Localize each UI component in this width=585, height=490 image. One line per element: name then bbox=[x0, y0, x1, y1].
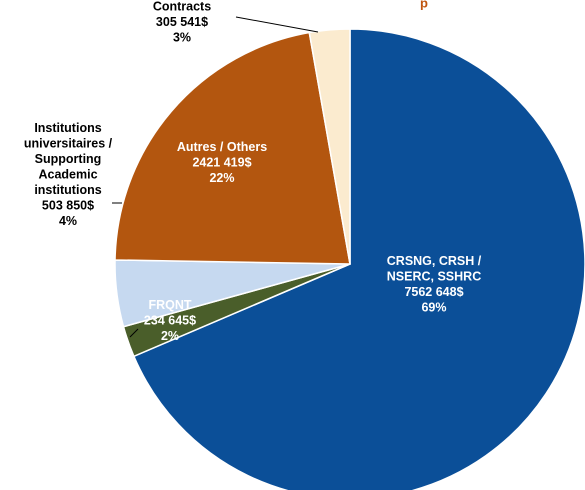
chart-title-fragment: p bbox=[420, 0, 428, 10]
slice-label-line: universitaires / bbox=[24, 136, 113, 150]
pie-slice-0 bbox=[132, 28, 585, 490]
slice-label-0: CRSNG, CRSH / NSERC, SSHRC 7562 648$ 69% bbox=[387, 254, 482, 315]
leader-lines bbox=[112, 16, 319, 338]
slice-label-line: CRSNG, CRSH / bbox=[387, 254, 482, 268]
slice-label-line: 234 645$ bbox=[144, 313, 196, 327]
slice-label-line: Institutions bbox=[34, 121, 101, 135]
slice-label-line: 7562 648$ bbox=[404, 285, 463, 299]
slice-label-line: 503 850$ bbox=[42, 198, 94, 212]
slice-label-line: Contracts bbox=[153, 0, 211, 14]
leader-line-0 bbox=[129, 328, 139, 338]
slice-label-line: 2421 419$ bbox=[192, 155, 251, 169]
slice-label-line: 69% bbox=[421, 301, 446, 315]
slice-label-2: Institutions universitaires / Supporting Ac… bbox=[24, 121, 113, 228]
slice-label-line: Supporting bbox=[35, 152, 102, 166]
slice-label-line: 22% bbox=[209, 171, 234, 185]
pie-slices bbox=[114, 28, 585, 490]
pie-slice-4 bbox=[308, 28, 351, 265]
slice-labels: CRSNG, CRSH / NSERC, SSHRC 7562 648$ 69% FRQ… bbox=[24, 0, 482, 343]
slice-label-line: 2% bbox=[161, 329, 179, 343]
slice-label-3: Autres / Others 2421 419$ 22% bbox=[177, 140, 267, 185]
slice-label-line: Academic bbox=[38, 167, 97, 181]
slice-label-line: 305 541$ bbox=[156, 15, 208, 29]
slice-label-line: Autres / Others bbox=[177, 140, 267, 154]
slice-label-line: institutions bbox=[34, 183, 101, 197]
slice-label-line: FRQNT bbox=[148, 298, 191, 312]
pie-slice-3 bbox=[114, 31, 351, 265]
slice-label-line: 4% bbox=[59, 214, 77, 228]
slice-label-line: 3% bbox=[173, 31, 191, 45]
slice-label-1: FRQNT 234 645$ 2% bbox=[144, 298, 196, 343]
leader-line-2 bbox=[235, 16, 319, 33]
slice-label-line: NSERC, SSHRC bbox=[387, 270, 481, 284]
